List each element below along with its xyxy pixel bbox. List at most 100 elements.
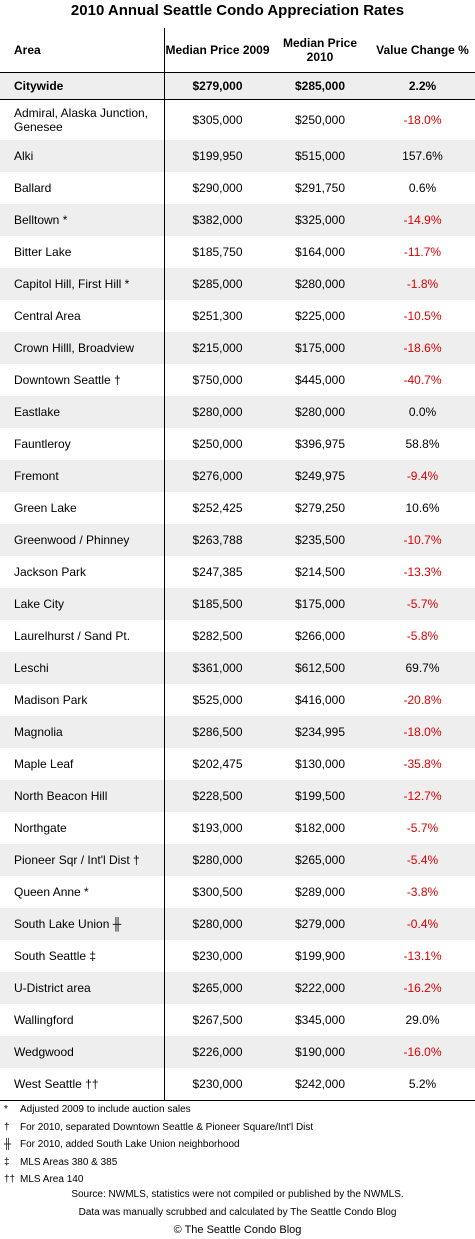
cell: $265,000 <box>192 981 243 995</box>
footnote-symbol: †† <box>4 1174 16 1185</box>
data-row: Jackson Park $247,385 $214,500 -13.3% <box>0 556 475 588</box>
cell: $396,975 <box>294 437 346 451</box>
cell: $280,000 <box>192 917 243 931</box>
cell: $226,000 <box>192 1045 243 1059</box>
cell: $199,950 <box>192 149 243 163</box>
cell: Eastlake <box>0 396 165 428</box>
cell: 5.2% <box>408 1077 437 1091</box>
cell: $263,788 <box>192 533 243 547</box>
cell: Wedgwood <box>0 1036 165 1068</box>
cell: Area <box>0 28 165 72</box>
cell: $265,000 <box>294 853 346 867</box>
cell: $266,000 <box>294 629 346 643</box>
cell: -14.9% <box>403 213 442 227</box>
data-row: Laurelhurst / Sand Pt. $282,500 $266,000 -5… <box>0 620 475 652</box>
cell: 10.6% <box>405 501 440 515</box>
cell: $282,500 <box>192 629 243 643</box>
data-row: South Seattle ‡ $230,000 $199,900 -13.1% <box>0 940 475 972</box>
cell: -20.8% <box>403 693 442 707</box>
cell: Jackson Park <box>0 556 165 588</box>
cell: $276,000 <box>192 469 243 483</box>
data-row: Maple Leaf $202,475 $130,000 -35.8% <box>0 748 475 780</box>
cell: $290,000 <box>192 181 243 195</box>
cell: -40.7% <box>403 373 442 387</box>
cell: Admiral, Alaska Junction, Genesee <box>0 100 165 140</box>
cell: Pioneer Sqr / Int'l Dist † <box>0 844 165 876</box>
cell: $214,500 <box>294 565 346 579</box>
cell: $199,500 <box>294 789 346 803</box>
source-line: Data was manually scrubbed and calculate… <box>78 1206 397 1218</box>
cell: Leschi <box>0 652 165 684</box>
cell: $185,750 <box>192 245 243 259</box>
cell: $289,000 <box>294 885 346 899</box>
cell: North Beacon Hill <box>0 780 165 812</box>
cell: $193,000 <box>192 821 243 835</box>
summary-row: Citywide $279,000 $285,000 2.2% <box>0 72 475 100</box>
cell: $251,300 <box>192 309 243 323</box>
data-row: Lake City $185,500 $175,000 -5.7% <box>0 588 475 620</box>
cell: $515,000 <box>294 149 346 163</box>
cell: Green Lake <box>0 492 165 524</box>
cell: -13.1% <box>403 949 442 963</box>
cell: -5.4% <box>406 853 439 867</box>
data-row: West Seattle †† $230,000 $242,000 5.2% <box>0 1068 475 1100</box>
cell: Downtown Seattle † <box>0 364 165 396</box>
source-line: Source: NWMLS, statistics were not compi… <box>71 1189 404 1200</box>
cell: 2.2% <box>408 79 437 93</box>
cell: $234,995 <box>294 725 346 739</box>
cell: $130,000 <box>294 757 346 771</box>
data-row: Pioneer Sqr / Int'l Dist † $280,000 $265,0… <box>0 844 475 876</box>
footnote: * Adjusted 2009 to include auction sales <box>4 1104 474 1121</box>
cell: $280,000 <box>192 405 243 419</box>
cell: Laurelhurst / Sand Pt. <box>0 620 165 652</box>
cell: Value Change % <box>376 43 469 57</box>
data-row: Fauntleroy $250,000 $396,975 58.8% <box>0 428 475 460</box>
footnote-symbol: * <box>4 1104 8 1115</box>
cell: $280,000 <box>294 277 346 291</box>
data-row: Alki $199,950 $515,000 157.6% <box>0 140 475 172</box>
cell: $225,000 <box>294 309 346 323</box>
data-row: Crown Hilll, Broadview $215,000 $175,000 -1… <box>0 332 475 364</box>
footnote: ╫ For 2010, added South Lake Union neighb… <box>4 1139 474 1156</box>
cell: $175,000 <box>294 341 346 355</box>
footnote: †† MLS Area 140 <box>4 1174 474 1191</box>
cell: $279,000 <box>294 917 346 931</box>
cell: $286,500 <box>192 725 243 739</box>
cell: U-District area <box>0 972 165 1004</box>
cell: Magnolia <box>0 716 165 748</box>
data-row: Ballard $290,000 $291,750 0.6% <box>0 172 475 204</box>
cell: -5.7% <box>406 821 439 835</box>
footnote-text: For 2010, added South Lake Union neighbo… <box>20 1139 240 1150</box>
cell: Lake City <box>0 588 165 620</box>
cell: -11.7% <box>403 245 442 259</box>
cell: -0.4% <box>406 917 439 931</box>
data-row: Wedgwood $226,000 $190,000 -16.0% <box>0 1036 475 1068</box>
cell: $267,500 <box>192 1013 243 1027</box>
cell: $230,000 <box>192 949 243 963</box>
cell: Belltown * <box>0 204 165 236</box>
cell: $445,000 <box>294 373 346 387</box>
cell: -3.8% <box>406 885 439 899</box>
cell: $285,000 <box>192 277 243 291</box>
cell: $416,000 <box>294 693 346 707</box>
cell: $750,000 <box>192 373 243 387</box>
cell: Ballard <box>0 172 165 204</box>
data-row: Greenwood / Phinney $263,788 $235,500 -10.7… <box>0 524 475 556</box>
cell: Median Price 2009 <box>165 43 270 57</box>
data-row: Queen Anne * $300,500 $289,000 -3.8% <box>0 876 475 908</box>
footnote: ‡ MLS Areas 380 & 385 <box>4 1157 474 1174</box>
footnote-symbol: † <box>4 1121 10 1133</box>
cell: $300,500 <box>192 885 243 899</box>
cell: -35.8% <box>403 757 442 771</box>
data-row: Belltown * $382,000 $325,000 -14.9% <box>0 204 475 236</box>
data-row: Green Lake $252,425 $279,250 10.6% <box>0 492 475 524</box>
cell: $280,000 <box>192 853 243 867</box>
cell: South Seattle ‡ <box>0 940 165 972</box>
cell: $247,385 <box>192 565 243 579</box>
data-row: Capitol Hill, First Hill * $285,000 $280,0… <box>0 268 475 300</box>
footnote: † For 2010, separated Downtown Seattle & … <box>4 1122 474 1139</box>
cell: -18.0% <box>403 113 442 127</box>
cell: $305,000 <box>192 113 243 127</box>
cell: Madison Park <box>0 684 165 716</box>
